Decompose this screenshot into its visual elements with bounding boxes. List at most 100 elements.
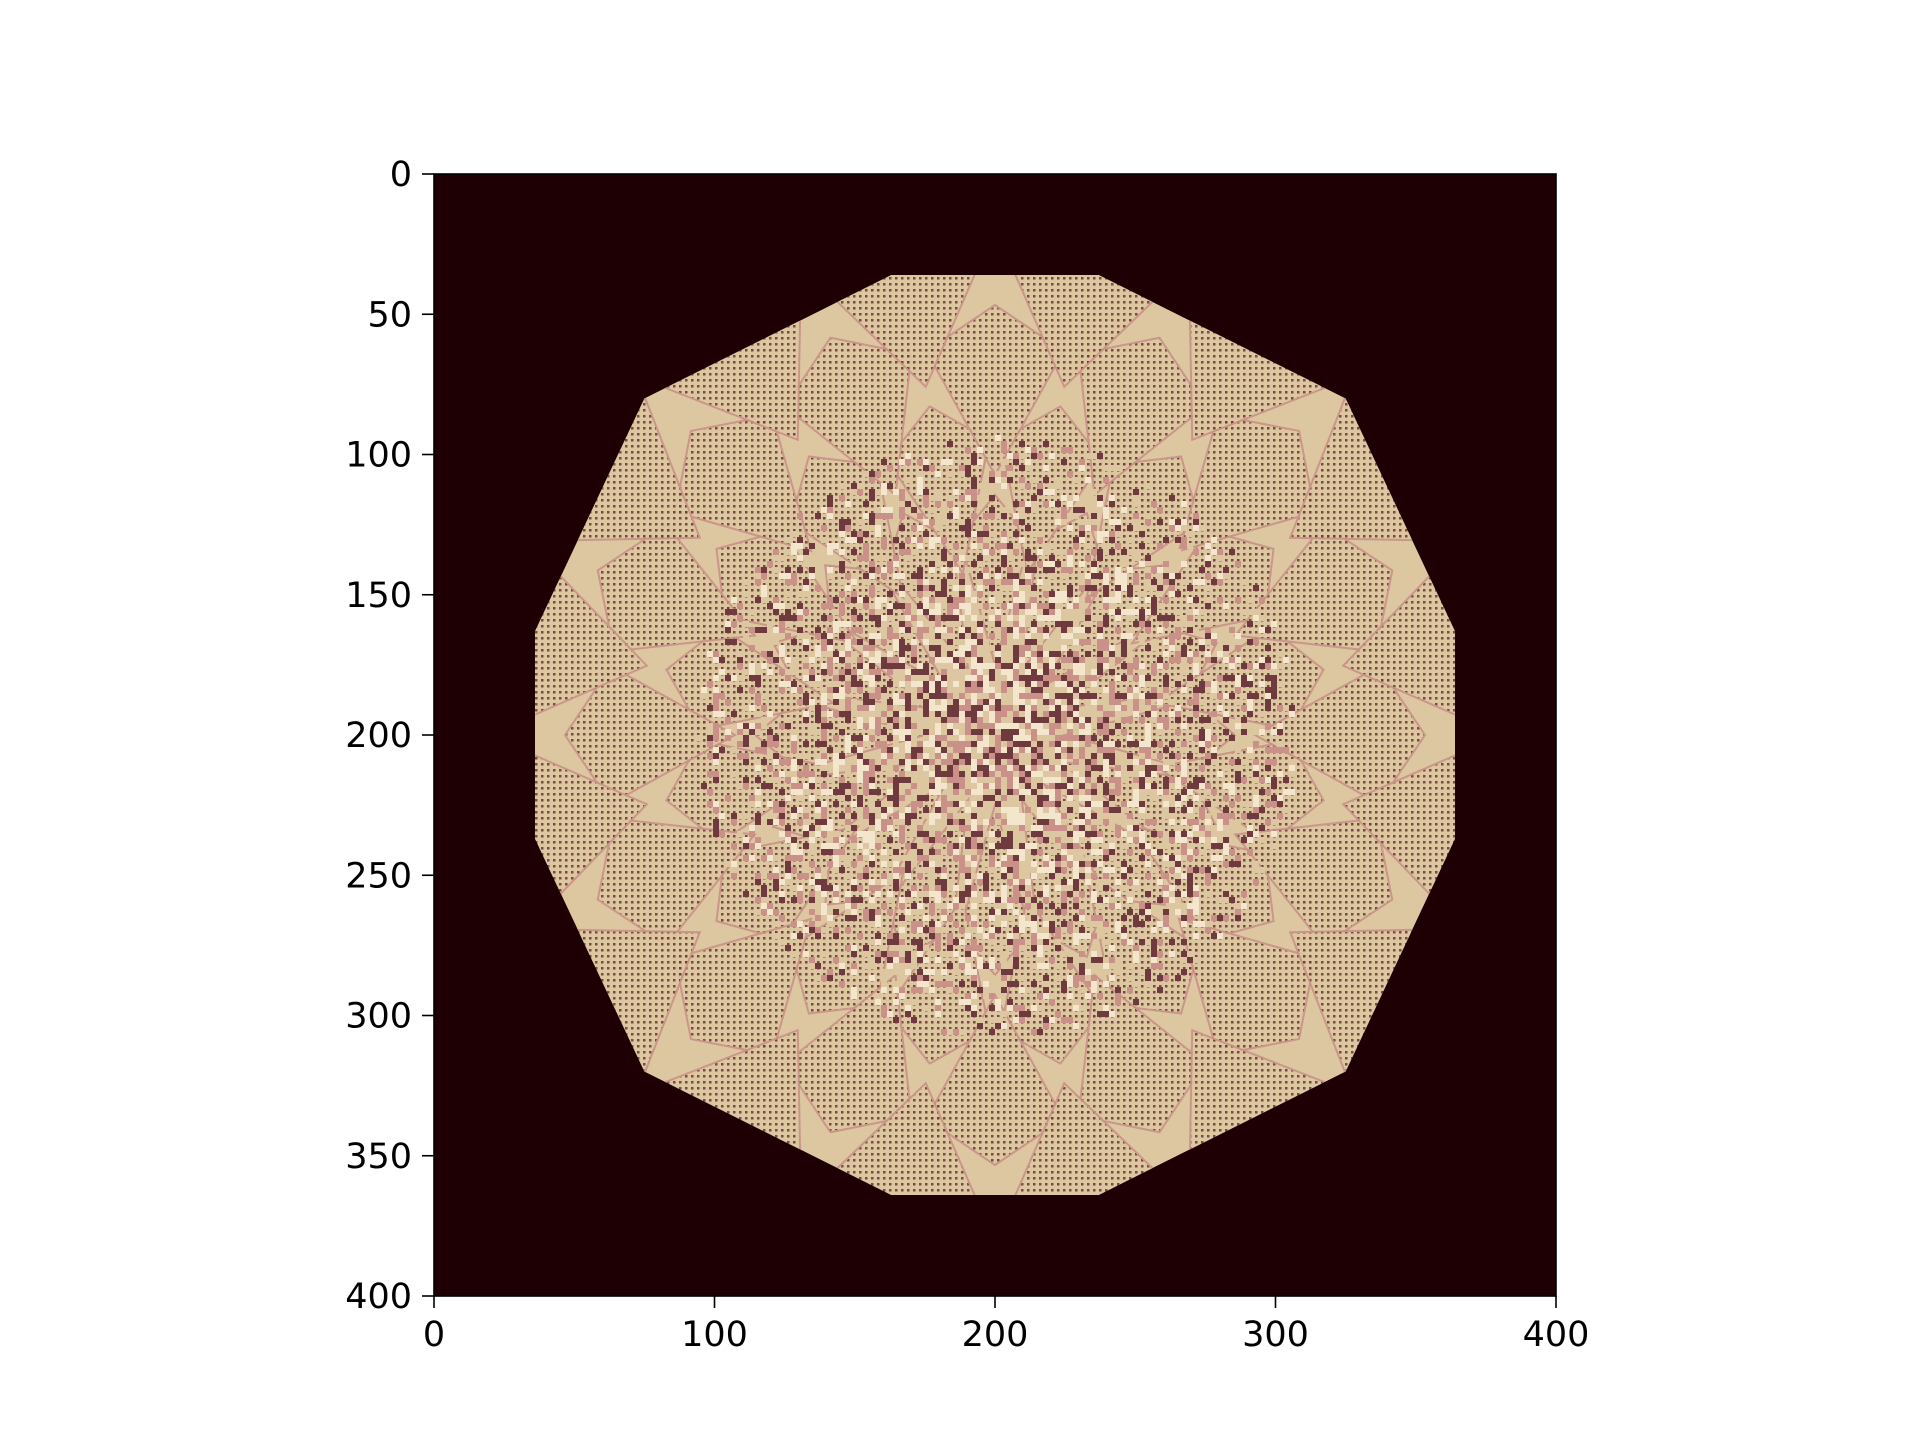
heatmap-cell — [749, 675, 755, 681]
heatmap-cell — [713, 807, 719, 813]
heatmap-cell — [1193, 909, 1199, 915]
heatmap-cell — [1079, 663, 1085, 669]
heatmap-cell — [845, 819, 851, 825]
heatmap-cell — [839, 849, 845, 855]
heatmap-cell — [1127, 633, 1133, 639]
heatmap-cell — [899, 915, 905, 921]
heatmap-cell — [971, 543, 977, 549]
heatmap-petal — [1252, 665, 1427, 805]
heatmap-cell — [1097, 831, 1103, 837]
heatmap-cell — [815, 741, 821, 747]
heatmap-cell — [1175, 519, 1181, 525]
heatmap-cell — [1091, 627, 1097, 633]
heatmap-cell — [863, 891, 869, 897]
heatmap-cell — [1127, 615, 1133, 621]
heatmap-cell — [845, 741, 851, 747]
heatmap-cell — [1241, 813, 1247, 819]
heatmap-cell — [797, 759, 803, 765]
heatmap-cell — [1187, 711, 1193, 717]
heatmap-cell — [995, 615, 1001, 621]
heatmap-cell — [1055, 483, 1061, 489]
heatmap-cell — [947, 1029, 953, 1035]
heatmap-cell — [1049, 555, 1055, 561]
heatmap-cell — [905, 897, 911, 903]
heatmap-cell — [875, 801, 881, 807]
heatmap-cell — [1163, 621, 1169, 627]
heatmap-cell — [1247, 597, 1253, 603]
heatmap-cell — [995, 921, 1001, 927]
heatmap-cell — [1007, 585, 1013, 591]
heatmap-cell — [839, 579, 845, 585]
heatmap-cell — [1085, 861, 1091, 867]
heatmap-cell — [959, 603, 965, 609]
heatmap-cell — [857, 489, 863, 495]
heatmap-cell — [935, 855, 941, 861]
heatmap-cell — [797, 891, 803, 897]
heatmap-cell — [803, 741, 809, 747]
heatmap-cell — [791, 813, 797, 819]
heatmap-cell — [917, 945, 923, 951]
heatmap-cell — [995, 471, 1001, 477]
heatmap-cell — [1145, 627, 1151, 633]
heatmap-cell — [1019, 915, 1025, 921]
heatmap-cell — [941, 585, 947, 591]
heatmap-cell — [935, 801, 941, 807]
heatmap-cell — [1091, 549, 1097, 555]
heatmap-cell — [785, 723, 791, 729]
heatmap-cell — [869, 639, 875, 645]
heatmap-cell — [881, 489, 887, 495]
heatmap-cell — [839, 525, 845, 531]
heatmap-cell — [1013, 789, 1019, 795]
heatmap-cell — [941, 873, 947, 879]
heatmap-cell — [881, 855, 887, 861]
heatmap-cell — [1127, 549, 1133, 555]
heatmap-cell — [839, 981, 845, 987]
heatmap-cell — [749, 687, 755, 693]
heatmap-cell — [953, 843, 959, 849]
heatmap-cell — [755, 795, 761, 801]
heatmap-cell — [929, 855, 935, 861]
heatmap-cell — [1091, 783, 1097, 789]
heatmap-cell — [893, 711, 899, 717]
heatmap-cell — [785, 837, 791, 843]
heatmap-cell — [1031, 831, 1037, 837]
heatmap-cell — [917, 771, 923, 777]
heatmap-cell — [1157, 699, 1163, 705]
heatmap-cell — [983, 525, 989, 531]
heatmap-cell — [1049, 483, 1055, 489]
heatmap-cell — [1007, 873, 1013, 879]
heatmap-cell — [1073, 843, 1079, 849]
heatmap-cell — [1001, 969, 1007, 975]
heatmap-cell — [857, 933, 863, 939]
heatmap-cell — [1097, 603, 1103, 609]
heatmap-cell — [773, 921, 779, 927]
heatmap-cell — [1097, 699, 1103, 705]
heatmap-cell — [815, 585, 821, 591]
heatmap-cell — [1133, 693, 1139, 699]
heatmap-cell — [1223, 645, 1229, 651]
heatmap-cell — [1211, 687, 1217, 693]
heatmap-cell — [839, 609, 845, 615]
heatmap-cell — [1073, 903, 1079, 909]
heatmap-cell — [869, 699, 875, 705]
heatmap-cell — [1043, 747, 1049, 753]
heatmap-cell — [1211, 933, 1217, 939]
heatmap-cell — [809, 921, 815, 927]
heatmap-cell — [923, 777, 929, 783]
heatmap-cell — [1193, 519, 1199, 525]
heatmap-cell — [1133, 489, 1139, 495]
heatmap-cell — [1031, 657, 1037, 663]
heatmap-cell — [1103, 753, 1109, 759]
heatmap-cell — [1115, 723, 1121, 729]
heatmap-cell — [1193, 687, 1199, 693]
heatmap-cell — [1127, 663, 1133, 669]
heatmap-cell — [1103, 657, 1109, 663]
heatmap-cell — [1097, 921, 1103, 927]
heatmap-cell — [1151, 771, 1157, 777]
heatmap-cell — [1235, 681, 1241, 687]
heatmap-cell — [929, 951, 935, 957]
heatmap-cell — [767, 645, 773, 651]
heatmap-cell — [1109, 711, 1115, 717]
heatmap-cell — [1223, 813, 1229, 819]
heatmap-cell — [1127, 537, 1133, 543]
